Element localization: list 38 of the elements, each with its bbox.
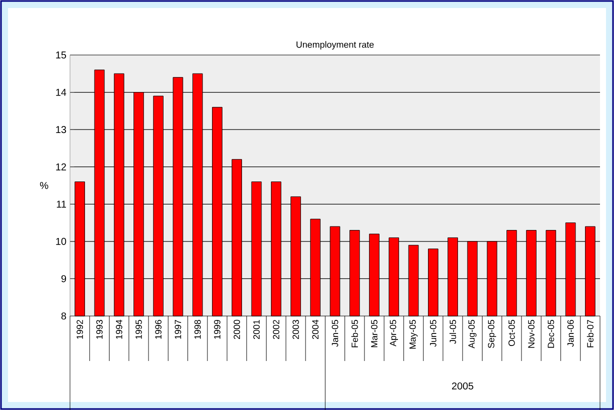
x-tick-label: 2002 (272, 320, 280, 340)
x-tick-label: 2000 (234, 320, 240, 340)
y-tick-label: 14 (56, 88, 66, 96)
x-tick-label: Dec-05 (548, 320, 554, 348)
y-tick-label: 13 (56, 126, 66, 134)
x-tick-label: Aug-05 (468, 320, 476, 348)
x-tick-label: Jan-06 (567, 320, 574, 347)
y-tick-label: 9 (61, 275, 66, 282)
x-tick-label: May-05 (409, 320, 418, 349)
x-tick-label: Nov-05 (528, 320, 534, 348)
text: 2005 (452, 382, 474, 390)
x-tick-label: 1999 (214, 320, 220, 339)
x-tick-label: Jun-05 (430, 320, 436, 347)
x-tick-label: 1994 (116, 320, 122, 339)
x-tick-label: Oct-05 (508, 320, 515, 346)
x-tick-label: 1996 (155, 320, 162, 339)
x-tick-label: 2004 (312, 320, 319, 340)
x-tick-label: 1995 (136, 320, 142, 339)
x-tick-label: 1992 (76, 320, 83, 339)
x-tick-label: Feb-05 (351, 320, 358, 348)
x-tick-label: Jul-05 (449, 320, 456, 344)
y-tick-label: 15 (56, 52, 66, 58)
y-tick-label: 8 (61, 312, 66, 320)
x-tick-label: 1998 (194, 320, 201, 339)
x-tick-label: 1993 (96, 320, 103, 339)
y-tick-label: 10 (56, 238, 66, 245)
x-tick-label: 2003 (292, 320, 299, 340)
y-tick-label: 11 (56, 200, 66, 208)
y-axis-title: % (40, 182, 48, 189)
x-tick-label: Apr-05 (390, 320, 398, 346)
chart-title: Unemployment rate (296, 41, 374, 50)
x-tick-label: 2001 (253, 320, 260, 340)
x-tick-label: Mar-05 (371, 320, 378, 348)
y-tick-label: 12 (56, 163, 66, 170)
x-tick-label: Jan-05 (332, 320, 338, 347)
x-tick-label: Sep-05 (488, 320, 496, 348)
x-tick-label: 1997 (174, 320, 182, 339)
x-tick-label: Feb-07 (586, 320, 594, 348)
